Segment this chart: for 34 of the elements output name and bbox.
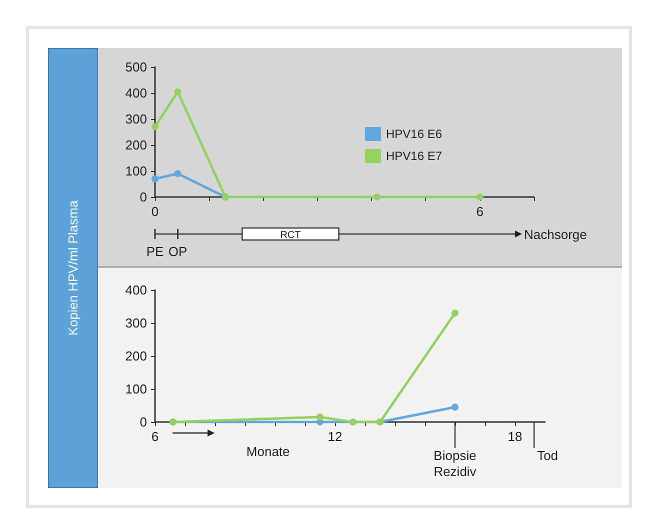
x-tick-label: 18 — [508, 429, 522, 444]
point — [174, 88, 182, 96]
y-tick-label: 200 — [125, 138, 147, 152]
point — [316, 414, 324, 421]
annotation: OP — [168, 244, 188, 259]
point — [476, 194, 484, 200]
y-tick-label: 100 — [125, 164, 147, 178]
y-tick-label: 300 — [125, 112, 147, 126]
y-axis-title: Kopien HPV/ml Plasma — [66, 200, 80, 336]
point — [373, 194, 380, 200]
x-tick-label: 6 — [151, 429, 159, 444]
text: Nachsorge — [524, 227, 587, 242]
text: RCT — [280, 230, 301, 241]
y-tick-label: 0 — [140, 190, 147, 204]
y-tick-label: 100 — [125, 382, 147, 396]
point — [452, 310, 458, 317]
legend-label: HPV16 E6 — [386, 127, 442, 141]
y-tick-label: 200 — [125, 348, 147, 364]
annotation: PE — [146, 244, 164, 259]
y-tick-label: 400 — [125, 282, 147, 298]
point — [152, 123, 158, 130]
y-tick-label: 0 — [140, 414, 147, 430]
text: Tod — [537, 448, 558, 463]
point — [152, 175, 158, 182]
annotation: Biopsie Rezidiv — [434, 448, 477, 479]
x-tick-label: 6 — [476, 204, 484, 219]
y-tick-label: 500 — [125, 60, 147, 74]
y-tick-label: 400 — [125, 86, 147, 100]
y-tick-label: 300 — [125, 316, 147, 330]
point — [174, 170, 182, 178]
text: Monate — [246, 444, 290, 459]
point — [452, 404, 458, 411]
x-tick-label: 12 — [328, 429, 342, 444]
legend-label: HPV16 E7 — [386, 149, 442, 163]
